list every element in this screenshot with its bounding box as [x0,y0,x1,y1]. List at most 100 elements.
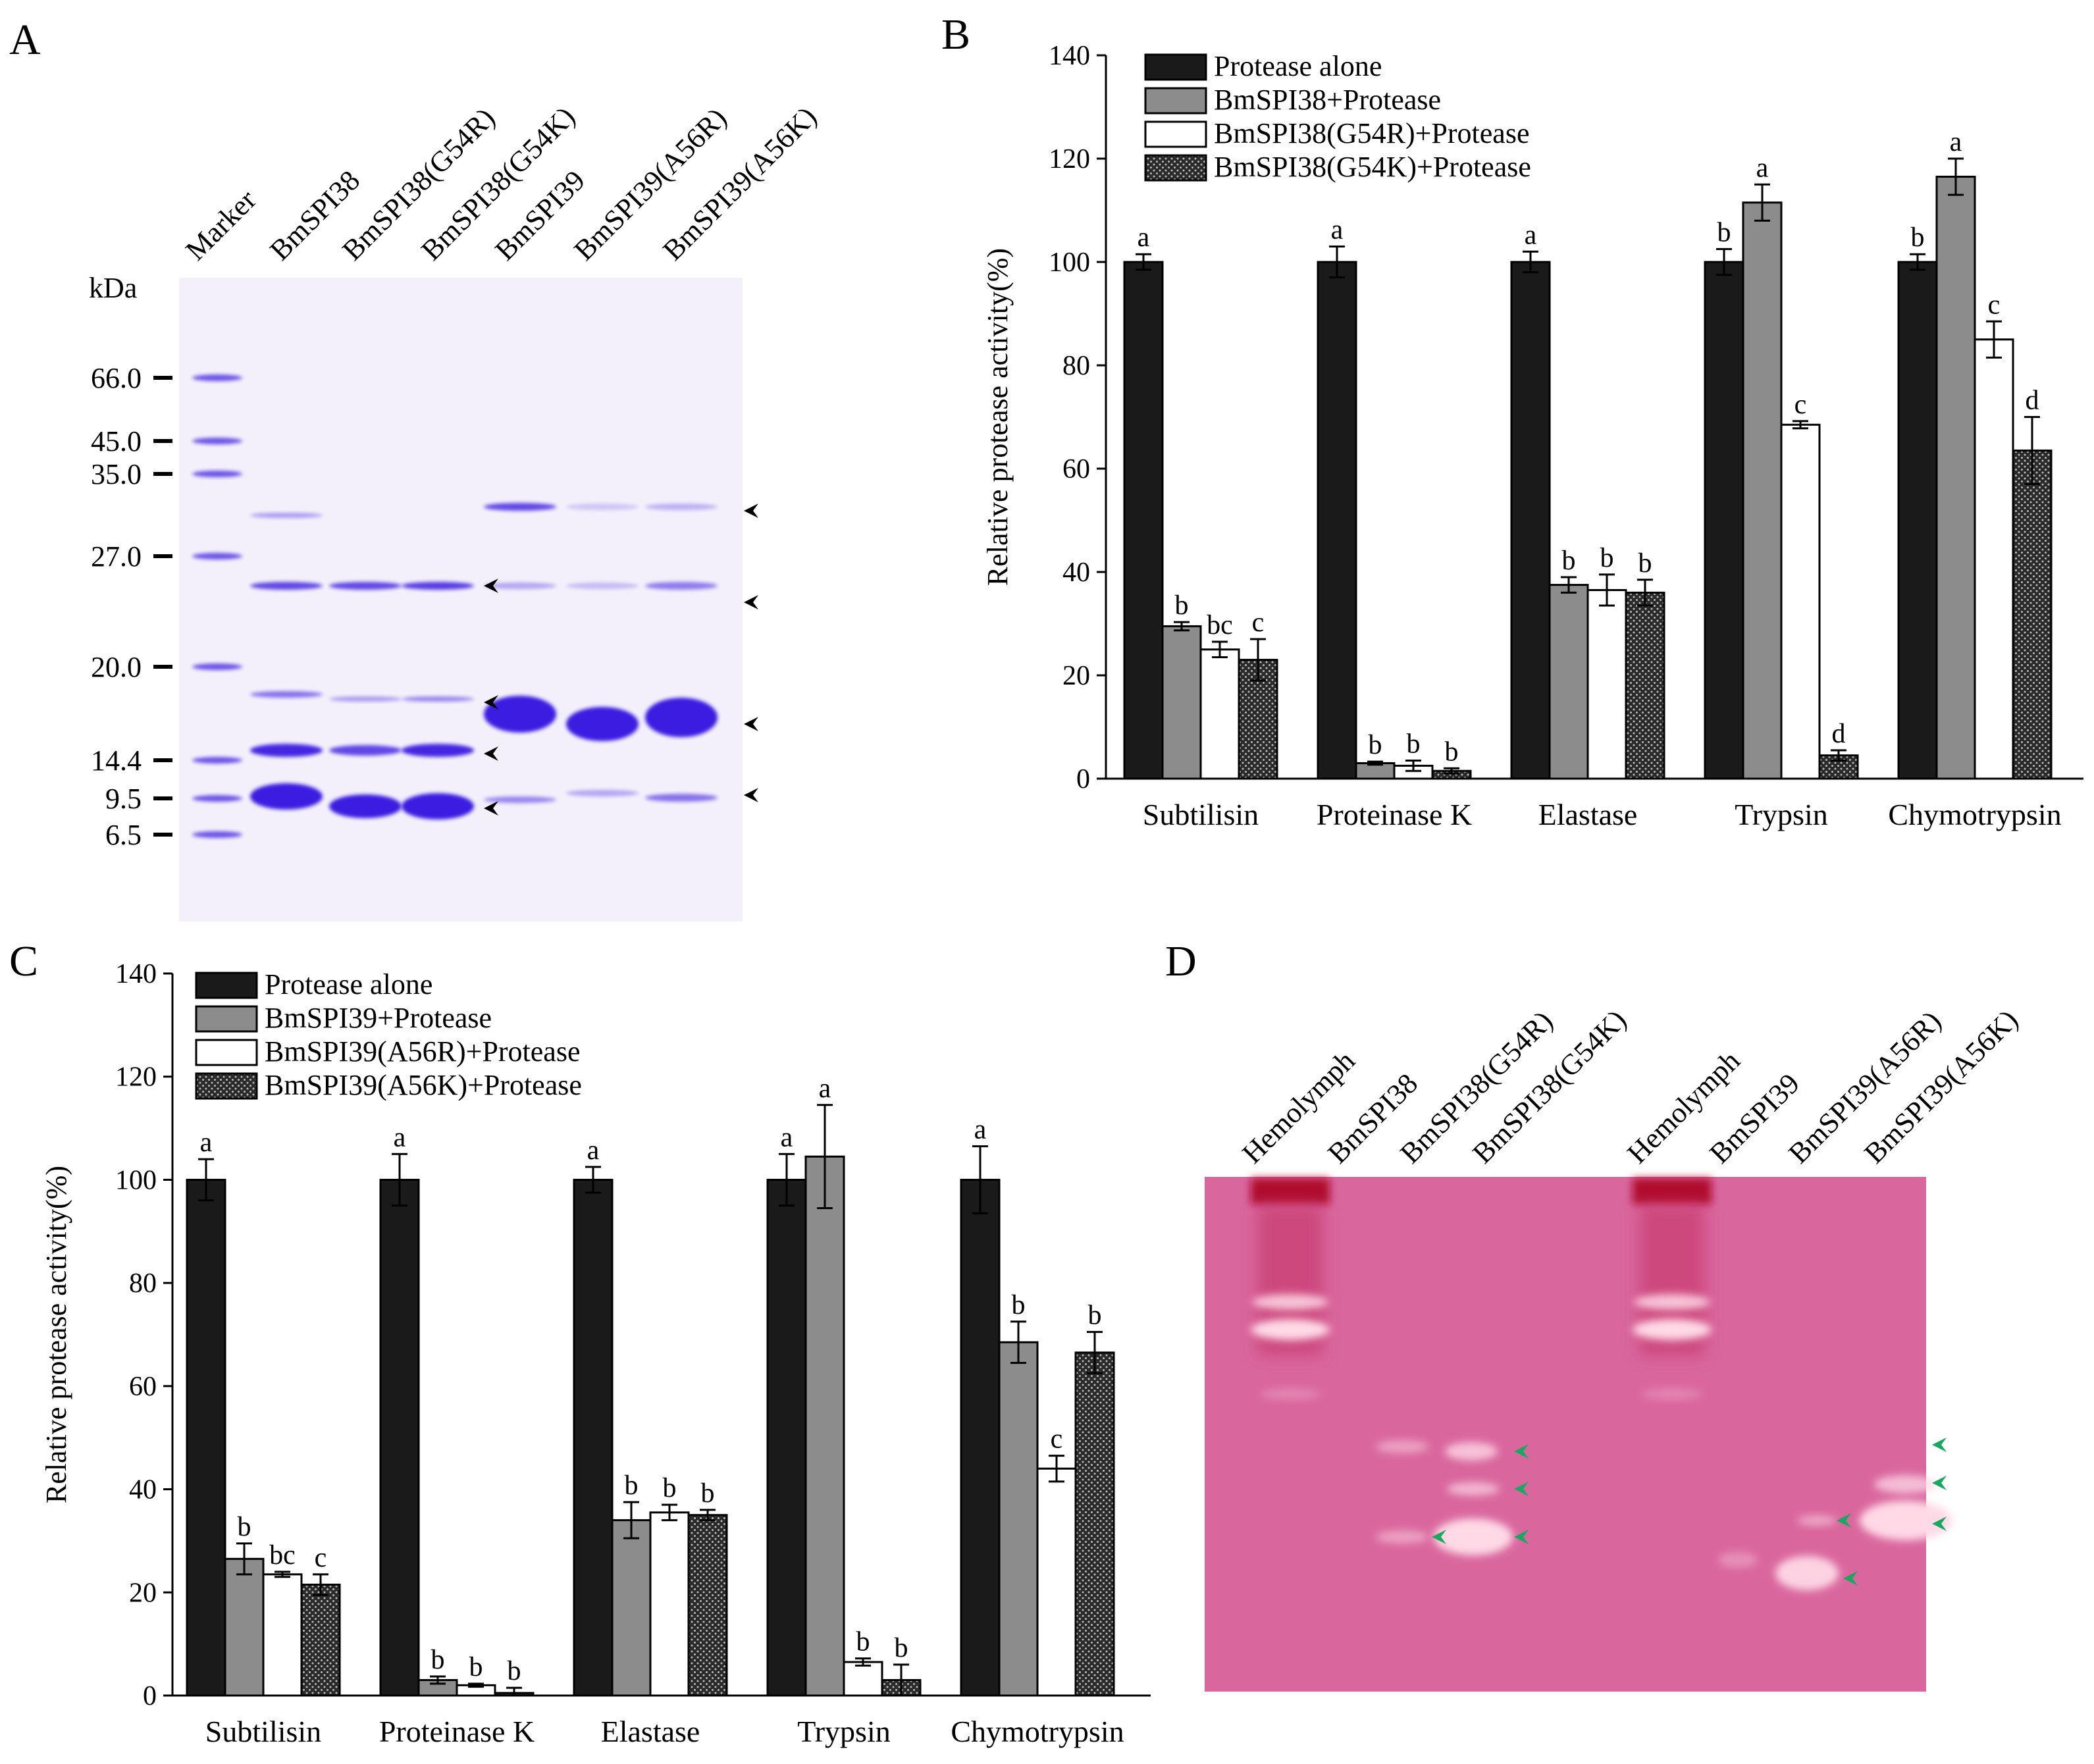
bar-chymotrypsin-series-3 [1074,1351,1115,1697]
significance-letter: b [431,1645,445,1675]
protein-band [402,793,474,819]
protein-band [566,707,639,741]
significance-letter: a [1950,127,1962,157]
band-arrow-icon [1514,1482,1529,1496]
marker-label: 14.4 [91,744,142,777]
significance-letter: c [1794,390,1807,420]
protein-band [645,582,718,590]
significance-letter: b [1562,546,1576,576]
x-tick-label: Trypsin [1735,798,1827,831]
protein-band [484,503,556,511]
bar-subtilisin-series-2 [1199,648,1240,780]
marker-band [192,375,242,381]
well-smear [1633,1178,1712,1205]
gel-a-unit-label: kDa [89,272,137,304]
clear-band [1376,1440,1428,1453]
significance-letter: a [819,1074,831,1104]
marker-label: 27.0 [91,540,142,573]
x-tick-label: Chymotrypsin [1888,798,2061,831]
chart-b: 0 20 40 60 80 100 120 140 Relative protease acti… [982,41,2083,831]
x-tick-label: Proteinase K [379,1715,535,1748]
significance-letter: b [1911,222,1925,253]
significance-letter: d [2026,386,2039,416]
clear-band [1860,1501,1952,1540]
clear-band [1434,1518,1513,1555]
protein-band [484,696,556,733]
legend-swatch [1144,120,1207,148]
gel-a-image [179,278,743,921]
marker-label: 6.5 [105,819,142,851]
bar-subtilisin-series-3 [300,1584,341,1697]
y-tick-label: 20 [1062,661,1090,691]
bar-subtilisin-series-0 [1123,261,1164,780]
protein-band [402,582,474,590]
protein-band [402,696,474,702]
significance-letter: b [1600,543,1614,573]
significance-letter: a [1138,222,1150,253]
well-smear [1251,1178,1330,1205]
x-tick-label: Elastase [1538,798,1638,831]
x-tick-label: Elastase [601,1715,700,1748]
significance-letter: a [1756,153,1769,183]
significance-letter: b [238,1512,251,1542]
significance-letter: b [856,1627,870,1657]
significance-letter: c [1252,608,1265,638]
bar-chymotrypsin-series-1 [1935,175,1976,780]
bar-trypsin-series-0 [1704,261,1744,780]
band-arrow-icon [1843,1571,1858,1586]
significance-letter: b [895,1633,908,1663]
band-arrow-icon [744,788,758,802]
bar-elastase-series-1 [1548,584,1589,780]
bar-elastase-series-1 [611,1519,652,1697]
bar-trypsin-series-1 [804,1155,845,1697]
band-arrow-icon [1932,1517,1947,1531]
clear-band [1718,1552,1758,1568]
band-arrow-icon [744,504,758,518]
legend-label: BmSPI38+Protease [1214,84,1441,116]
y-tick-label: 40 [1062,558,1090,588]
bar-trypsin-series-0 [766,1178,807,1697]
gel-d: HemolymphBmSPI38BmSPI38(G54R)BmSPI38(G54… [1205,1004,2024,1692]
y-tick-label: 60 [1062,454,1090,484]
clear-band [1445,1442,1498,1461]
significance-letter: a [1331,215,1344,245]
lane-label: BmSPI39(A56R) [567,101,733,267]
bar-chymotrypsin-series-0 [960,1178,1001,1697]
marker-band [192,663,242,670]
bar-subtilisin-series-1 [224,1557,265,1697]
clear-band [1447,1482,1500,1495]
bar-chymotrypsin-series-2 [1974,338,2014,780]
protein-band [250,513,323,518]
legend-label: BmSPI39(A56R)+Protease [265,1035,580,1068]
band-arrow-icon [484,579,498,593]
bar-chymotrypsin-series-1 [998,1341,1039,1697]
marker-band [192,831,242,838]
protein-band [250,582,323,590]
y-tick-label: 140 [1049,41,1090,71]
y-axis-label: Relative protease activity(%) [982,248,1014,586]
clear-band [1642,1389,1702,1399]
significance-letter: c [315,1543,327,1573]
legend-swatch [195,1072,258,1100]
marker-band [192,438,242,444]
clear-band [1261,1389,1320,1399]
panel-label-a: A [9,16,41,64]
marker-label: 20.0 [91,651,142,683]
legend-label: BmSPI38(G54R)+Protease [1214,117,1529,149]
bar-elastase-series-2 [649,1511,690,1697]
protein-band [402,744,474,757]
clear-band [1775,1556,1839,1590]
bar-subtilisin-series-0 [186,1178,226,1697]
bar-chymotrypsin-series-2 [1036,1467,1077,1697]
significance-letter: b [1088,1301,1102,1331]
significance-letter: b [1369,730,1382,760]
y-tick-label: 20 [129,1578,157,1608]
clear-band [1874,1475,1937,1493]
bar-trypsin-series-1 [1742,201,1783,780]
legend-label: BmSPI38(G54K)+Protease [1214,151,1531,183]
chart-c: 0 20 40 60 80 100 120 140 Relative protease acti… [40,959,1151,1748]
y-tick-label: 80 [129,1268,157,1299]
y-axis-label: Relative protease activity(%) [40,1166,72,1503]
y-tick-label: 100 [1049,247,1090,278]
